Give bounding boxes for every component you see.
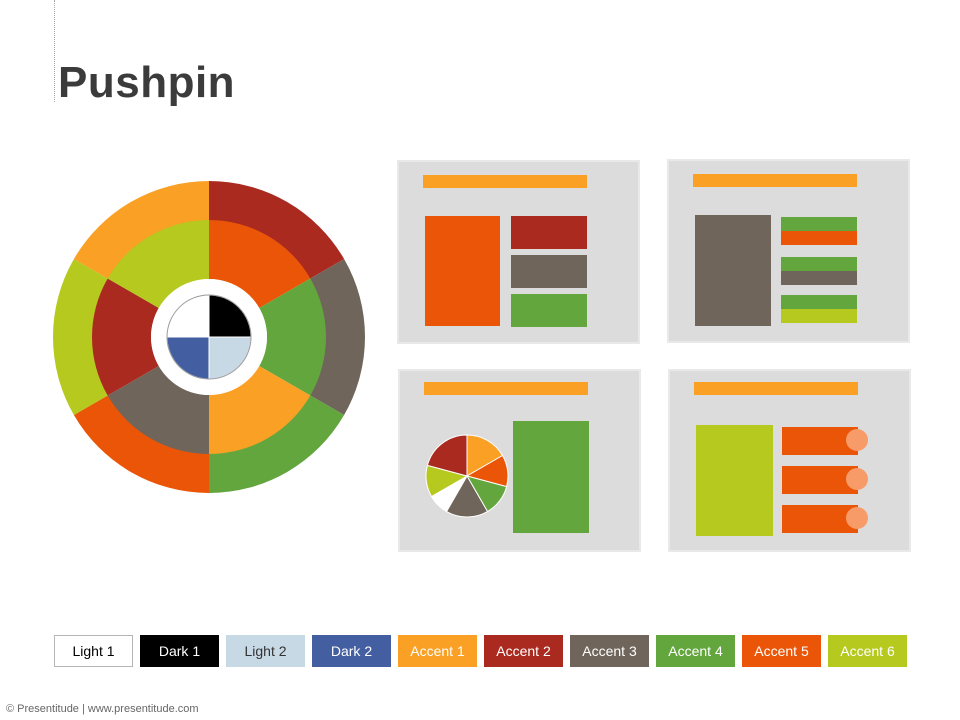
thumb-block bbox=[511, 294, 587, 327]
thumb-title-bar bbox=[693, 174, 857, 187]
swatch-accent-1: Accent 1 bbox=[398, 635, 477, 667]
swatch-label: Accent 4 bbox=[668, 643, 723, 659]
pie-slice bbox=[426, 434, 468, 477]
swatch-label: Accent 1 bbox=[410, 643, 465, 659]
thumb-block bbox=[695, 215, 771, 326]
color-wheel bbox=[52, 181, 365, 493]
layout-thumbnail-1 bbox=[397, 160, 640, 344]
guide-line bbox=[54, 0, 55, 102]
swatch-accent-5: Accent 5 bbox=[742, 635, 821, 667]
thumb-block bbox=[782, 505, 858, 533]
layout-thumbnail-2 bbox=[667, 159, 910, 343]
swatch-label: Light 2 bbox=[244, 643, 287, 659]
pushpin-dot bbox=[846, 468, 868, 490]
outer-ring-segment bbox=[73, 395, 209, 493]
inner-ring-segment bbox=[209, 366, 311, 454]
swatch-label: Accent 3 bbox=[582, 643, 637, 659]
swatch-dark-1: Dark 1 bbox=[140, 635, 219, 667]
thumb-block bbox=[781, 295, 857, 309]
thumb-block bbox=[781, 217, 857, 231]
swatch-light-1: Light 1 bbox=[54, 635, 133, 667]
outer-ring-segment bbox=[52, 259, 109, 415]
thumb-title-bar bbox=[424, 382, 588, 395]
inner-ring-segment bbox=[107, 220, 209, 308]
outer-ring bbox=[52, 181, 365, 493]
thumb-block bbox=[696, 425, 773, 536]
thumb-block bbox=[425, 216, 500, 326]
outer-ring-segment bbox=[309, 259, 365, 415]
inner-ring-segment bbox=[209, 220, 311, 308]
outer-ring-segment bbox=[209, 395, 345, 493]
center-outline bbox=[166, 294, 252, 380]
thumb-block bbox=[782, 466, 858, 494]
thumb-title-bar bbox=[694, 382, 858, 395]
swatch-light-2: Light 2 bbox=[226, 635, 305, 667]
swatch-accent-2: Accent 2 bbox=[484, 635, 563, 667]
thumb-block bbox=[781, 231, 857, 245]
swatch-dark-2: Dark 2 bbox=[312, 635, 391, 667]
swatch-label: Accent 2 bbox=[496, 643, 551, 659]
outer-ring-segment bbox=[209, 181, 345, 279]
thumb-block bbox=[781, 257, 857, 271]
swatch-accent-3: Accent 3 bbox=[570, 635, 649, 667]
outer-ring-segment bbox=[73, 181, 209, 279]
swatch-accent-4: Accent 4 bbox=[656, 635, 735, 667]
page-title: Pushpin bbox=[58, 58, 236, 107]
thumb-block bbox=[511, 255, 587, 288]
thumb-block bbox=[781, 309, 857, 323]
thumb-title-bar bbox=[423, 175, 587, 188]
swatch-label: Dark 1 bbox=[158, 643, 201, 659]
swatch-label: Accent 6 bbox=[840, 643, 895, 659]
footer-copyright: © Presentitude | www.presentitude.com bbox=[6, 703, 199, 715]
swatch-accent-6: Accent 6 bbox=[828, 635, 907, 667]
inner-ring-segment bbox=[107, 366, 209, 454]
swatch-label: Light 1 bbox=[72, 643, 115, 659]
inner-ring-segment bbox=[92, 278, 159, 396]
thumb-block bbox=[781, 271, 857, 285]
pushpin-dot bbox=[846, 429, 868, 451]
layout-thumbnail-4 bbox=[668, 369, 911, 552]
layout-thumbnail-3 bbox=[398, 369, 641, 552]
pushpin-dot bbox=[846, 507, 868, 529]
inner-ring-segment bbox=[259, 278, 326, 396]
thumb-block bbox=[782, 427, 858, 455]
pie-slice bbox=[445, 475, 489, 518]
thumb-block bbox=[513, 421, 589, 533]
inner-ring bbox=[92, 220, 326, 454]
thumb-block bbox=[511, 216, 587, 249]
pie-slice bbox=[466, 434, 504, 477]
thumb-pie bbox=[425, 434, 509, 518]
swatch-label: Dark 2 bbox=[330, 643, 373, 659]
swatch-label: Accent 5 bbox=[754, 643, 809, 659]
